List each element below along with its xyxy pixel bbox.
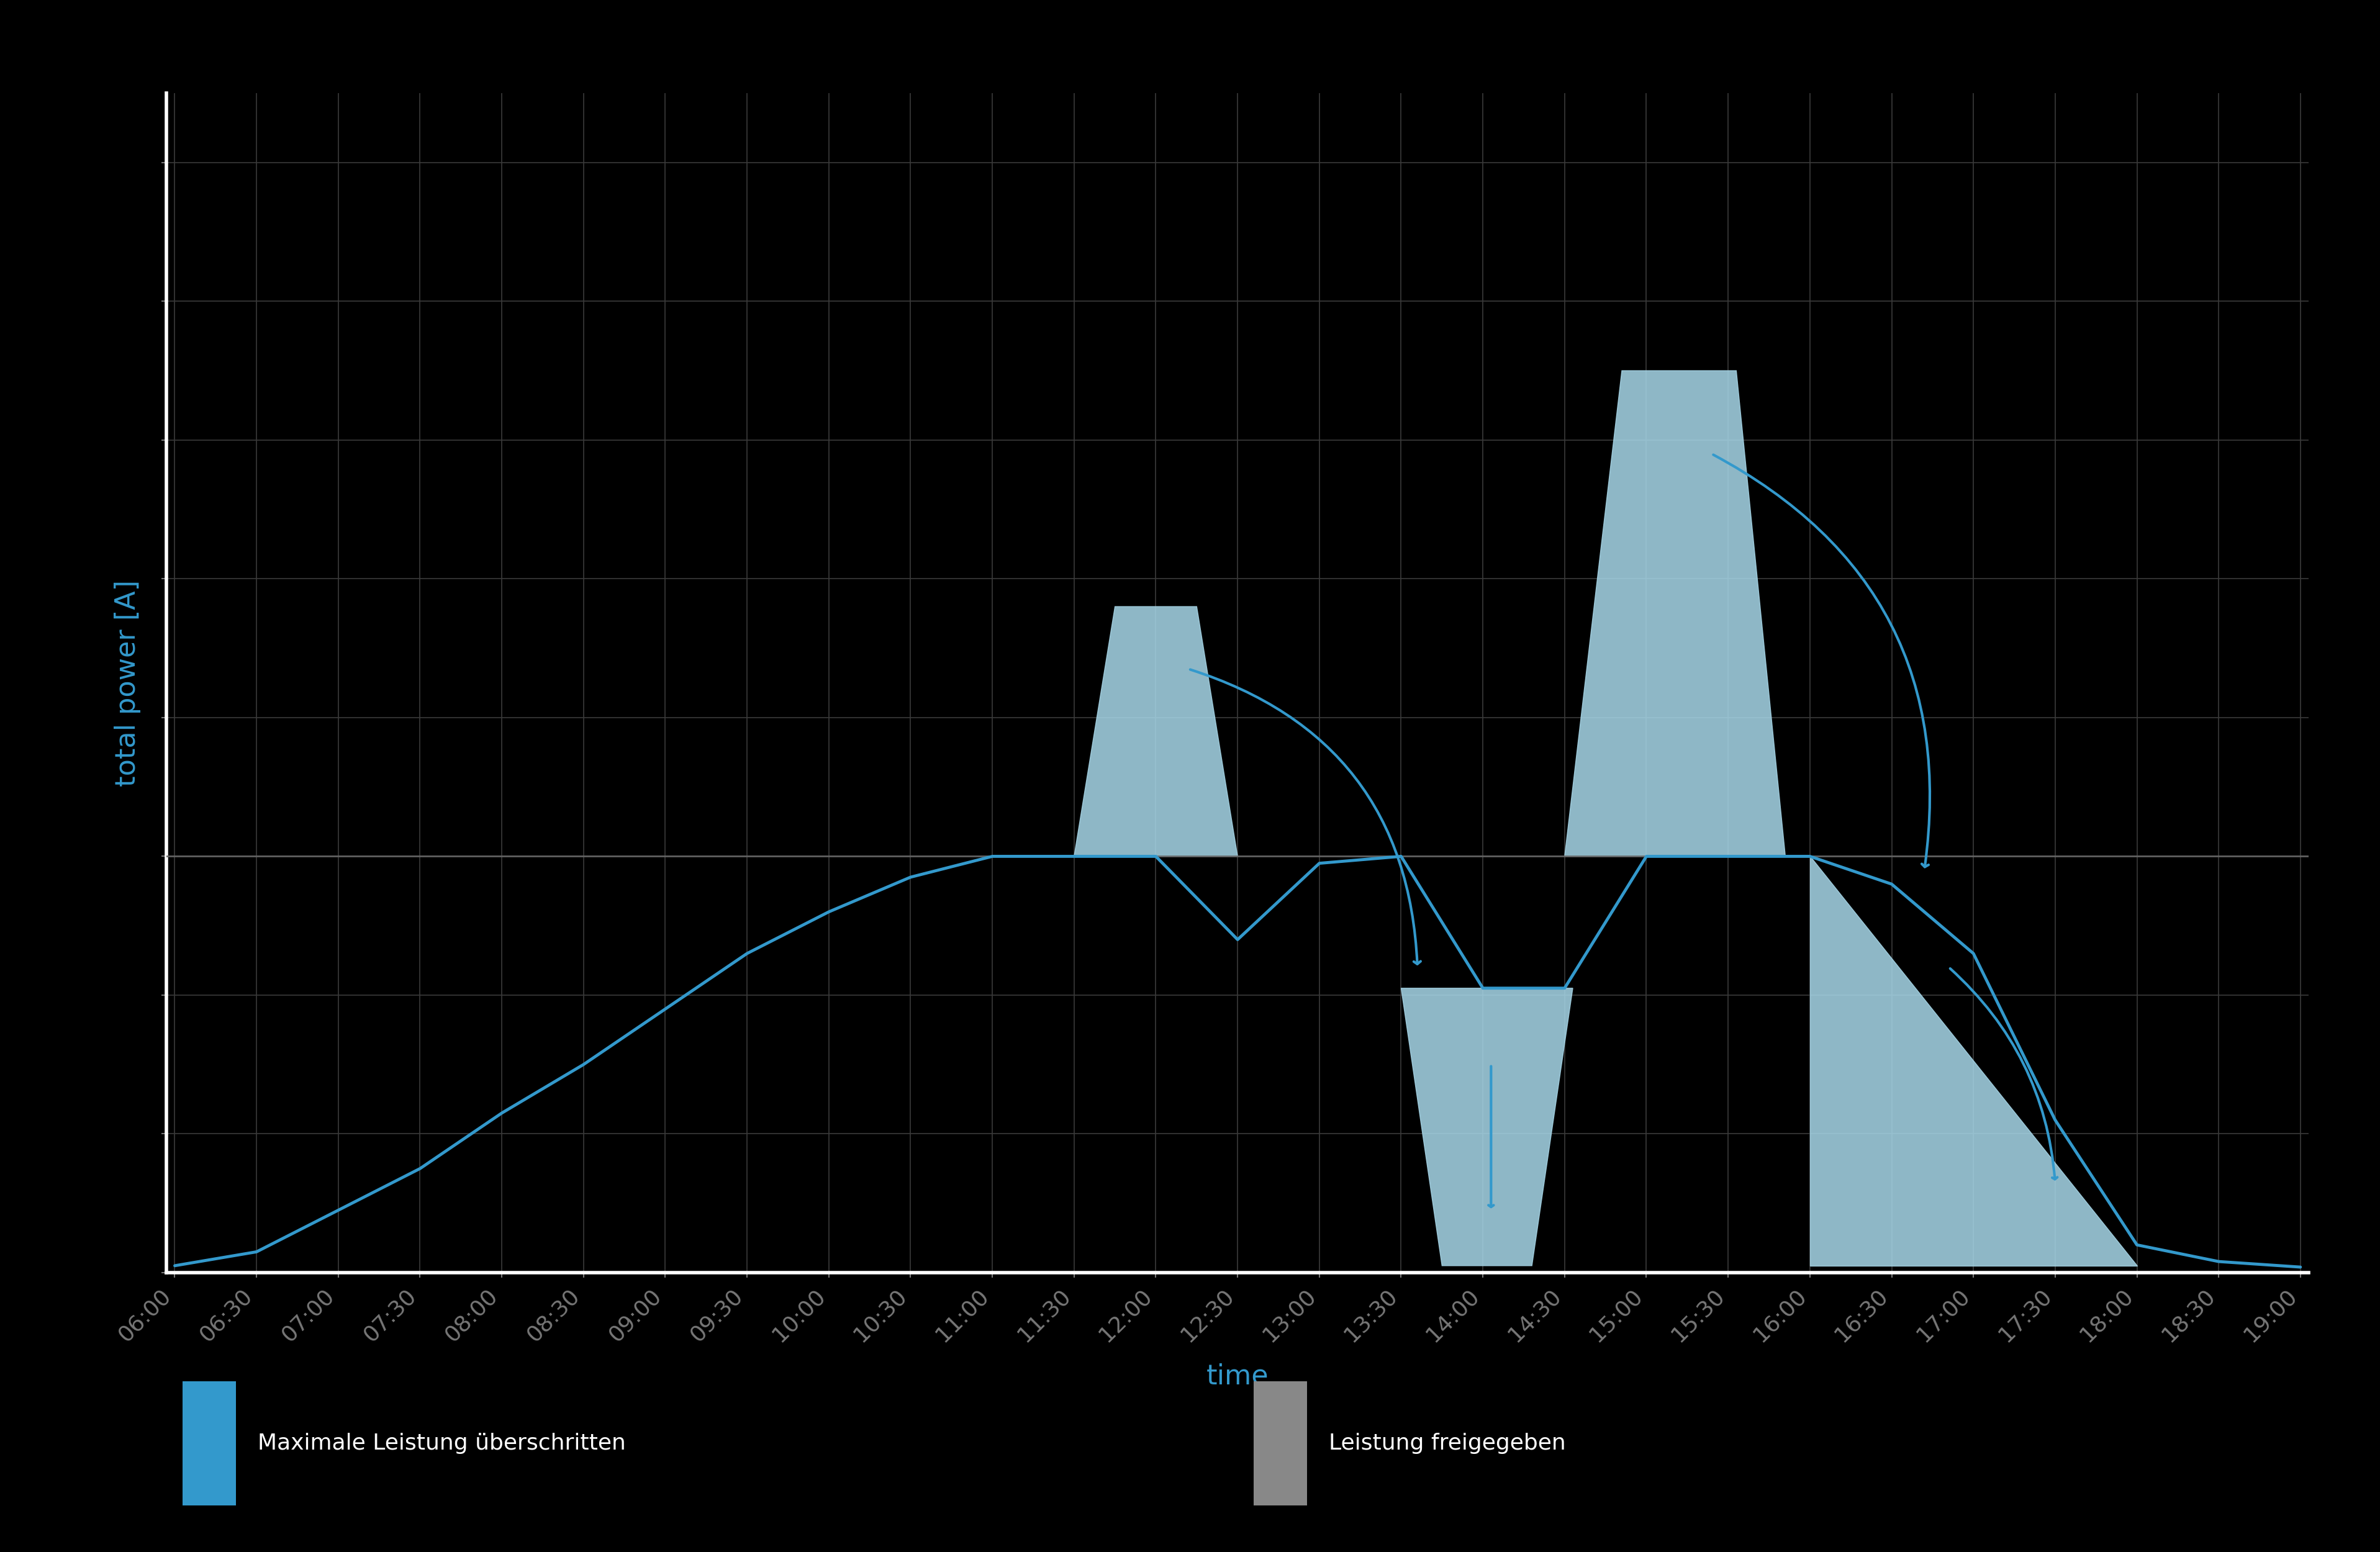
Polygon shape xyxy=(1564,371,1785,857)
Bar xyxy=(183,1381,236,1505)
Y-axis label: total power [A]: total power [A] xyxy=(114,579,140,787)
X-axis label: time: time xyxy=(1207,1363,1269,1389)
Polygon shape xyxy=(1809,857,2137,1266)
Text: Maximale Leistung überschritten: Maximale Leistung überschritten xyxy=(257,1432,626,1454)
Polygon shape xyxy=(1073,607,1238,857)
Polygon shape xyxy=(1402,989,1573,1266)
Text: Leistung freigegeben: Leistung freigegeben xyxy=(1328,1432,1566,1454)
Bar xyxy=(1254,1381,1307,1505)
